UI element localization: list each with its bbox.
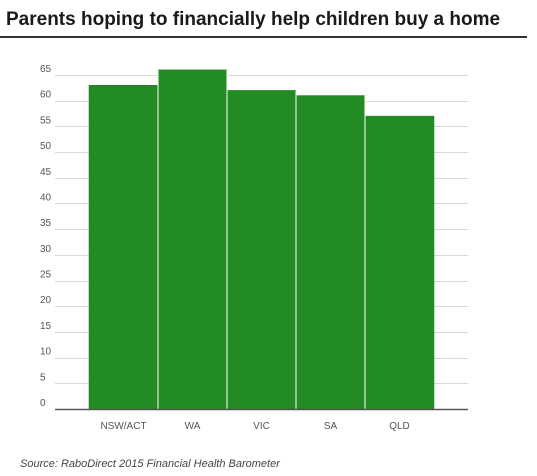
y-tick-label: 20 (40, 295, 52, 306)
y-tick-label: 60 (40, 90, 52, 101)
y-tick-label: 0 (40, 398, 46, 409)
y-tick-label: 65 (40, 64, 52, 75)
y-tick-label: 50 (40, 141, 52, 152)
x-tick-label: SA (324, 421, 338, 432)
y-tick-label: 35 (40, 218, 52, 229)
y-tick-label: 5 (40, 372, 46, 383)
x-tick-label: QLD (389, 421, 410, 432)
bars (88, 69, 435, 410)
x-tick-label: VIC (253, 421, 270, 432)
source-note: Source: RaboDirect 2015 Financial Health… (20, 458, 280, 470)
y-tick-labels: 0 5 10 15 20 25 30 35 40 45 50 55 60 65 (40, 64, 52, 409)
bar (88, 85, 159, 410)
bar (226, 90, 297, 410)
x-tick-labels: NSW/ACT WA VIC SA QLD (100, 421, 409, 432)
y-tick-label: 10 (40, 347, 52, 358)
y-tick-label: 55 (40, 115, 52, 126)
x-tick-label: NSW/ACT (100, 421, 146, 432)
bar (364, 115, 435, 410)
y-tick-label: 30 (40, 244, 52, 255)
bar (157, 69, 228, 410)
y-tick-label: 25 (40, 270, 52, 281)
bar (295, 95, 366, 410)
title-divider (0, 36, 527, 38)
y-tick-label: 15 (40, 321, 52, 332)
x-tick-label: WA (185, 421, 201, 432)
y-tick-label: 45 (40, 167, 52, 178)
y-tick-label: 40 (40, 192, 52, 203)
chart-title: Parents hoping to financially help child… (6, 9, 501, 30)
